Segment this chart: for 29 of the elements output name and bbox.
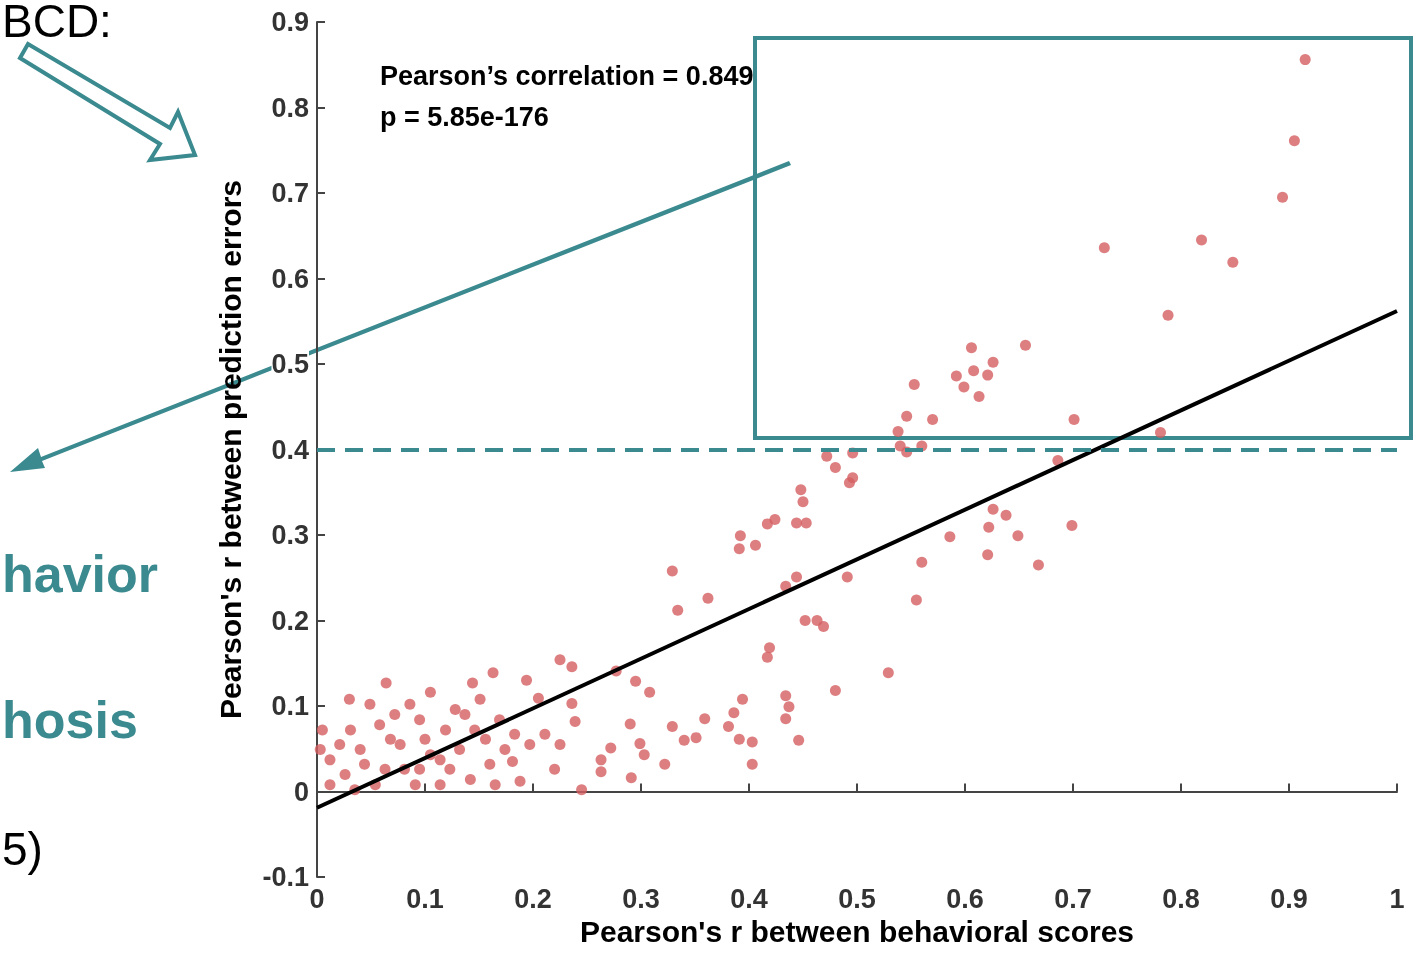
y-tick-label: 0.5 [271, 349, 309, 379]
text: hosis [2, 691, 138, 749]
x-tick-label: 0.6 [946, 883, 984, 914]
x-tick-label: 1 [1389, 883, 1405, 914]
y-tick-label: 0.8 [271, 92, 309, 123]
x-tick-label: 0.4 [730, 883, 768, 914]
x-tick-label: 0.8 [1162, 883, 1200, 914]
x-tick-label: 0.9 [1270, 883, 1308, 914]
text: 5) [2, 823, 43, 875]
y-tick-label: 0.2 [271, 605, 309, 636]
x-tick-label: 0.7 [1054, 883, 1092, 914]
y-tick-label: 0 [293, 776, 309, 807]
y-tick-label: -0.1 [262, 862, 309, 892]
y-tick-label: 0.1 [271, 691, 309, 721]
x-tick-label: 0.5 [838, 883, 876, 914]
x-tick-label: 0.3 [622, 883, 660, 914]
text: havior [2, 545, 159, 603]
y-tick-label: 0.3 [271, 520, 309, 550]
annotation: p = 5.85e-176 [380, 101, 549, 132]
y-axis-title: Pearson's r between prediction errors [213, 180, 247, 719]
x-axis-title: Pearson's r between behavioral scores [579, 915, 1135, 949]
y-tick-label: 0.6 [271, 263, 309, 294]
annotation: Pearson’s correlation = 0.849 [380, 60, 754, 91]
x-tick-label: 0.1 [406, 883, 444, 914]
text: BCD: [2, 0, 112, 47]
y-tick-label: 0.4 [271, 434, 309, 465]
y-tick-label: 0.7 [271, 178, 309, 208]
x-tick-label: 0.2 [514, 883, 552, 914]
y-tick-label: 0.9 [271, 7, 309, 37]
